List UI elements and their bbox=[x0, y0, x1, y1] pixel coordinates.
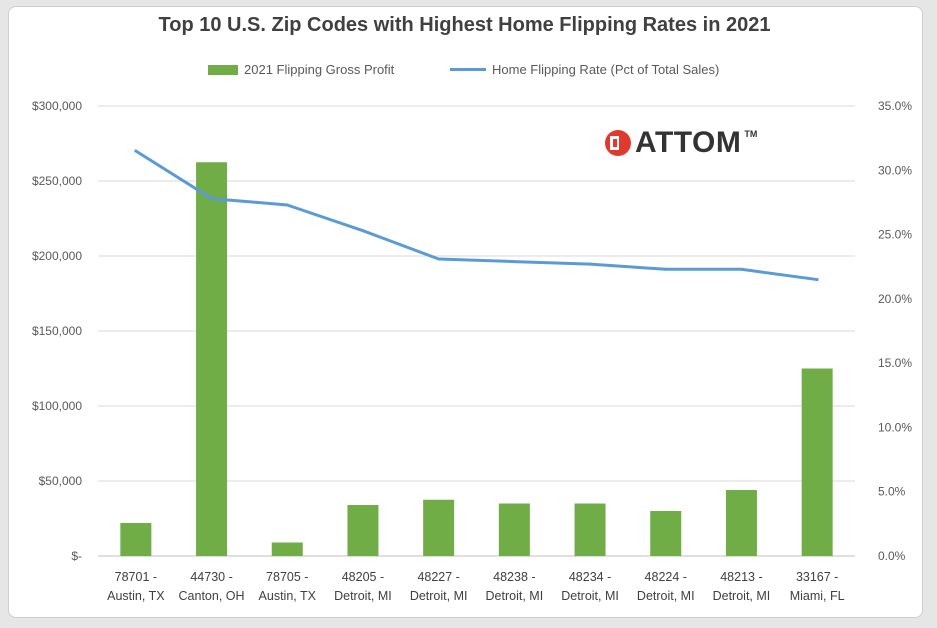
attom-logo-text: ATTOM bbox=[635, 126, 742, 159]
x-category-label: 33167 - bbox=[796, 570, 838, 584]
line-point bbox=[437, 257, 441, 261]
x-category-label: Detroit, MI bbox=[637, 589, 695, 603]
legend-label-flipping-rate: Home Flipping Rate (Pct of Total Sales) bbox=[492, 62, 720, 77]
x-category-label: Detroit, MI bbox=[561, 589, 619, 603]
y-right-tick-label: 10.0% bbox=[878, 420, 912, 434]
y-right-tick-label: 15.0% bbox=[878, 356, 912, 370]
bar bbox=[347, 505, 379, 556]
flipping-rate-line bbox=[134, 149, 819, 282]
x-category-label: 48224 - bbox=[645, 570, 687, 584]
attom-logo-mark-icon bbox=[605, 130, 631, 156]
y-left-tick-label: $300,000 bbox=[32, 99, 82, 113]
line-point bbox=[512, 260, 516, 264]
attom-logo-trademark: TM bbox=[744, 129, 758, 139]
y-right-tick-label: 5.0% bbox=[878, 485, 906, 499]
y-right-tick-label: 0.0% bbox=[878, 549, 906, 563]
attom-logo: ATTOM TM bbox=[604, 126, 757, 160]
bar bbox=[196, 162, 228, 556]
line-point bbox=[815, 278, 819, 282]
x-category-label: Detroit, MI bbox=[410, 589, 468, 603]
x-category-label: Austin, TX bbox=[107, 589, 165, 603]
x-category-label: 48238 - bbox=[493, 570, 535, 584]
y-left-tick-label: $200,000 bbox=[32, 249, 82, 263]
x-category-label: 48234 - bbox=[569, 570, 611, 584]
y-left-tick-label: $150,000 bbox=[32, 324, 82, 338]
line-point bbox=[664, 267, 668, 271]
y-left-tick-label: $- bbox=[71, 549, 82, 563]
chart-frame bbox=[8, 6, 923, 618]
legend-swatch-line bbox=[450, 68, 486, 71]
x-category-label: 48205 - bbox=[342, 570, 384, 584]
y-left-tick-label: $100,000 bbox=[32, 399, 82, 413]
y-right-tick-label: 30.0% bbox=[878, 163, 912, 177]
x-category-label: 48213 - bbox=[720, 570, 762, 584]
y-right-tick-label: 35.0% bbox=[878, 99, 912, 113]
x-category-label: 48227 - bbox=[417, 570, 459, 584]
x-category-label: Detroit, MI bbox=[486, 589, 544, 603]
bar bbox=[498, 503, 530, 556]
x-category-label: Detroit, MI bbox=[334, 589, 392, 603]
x-category-label: 44730 - bbox=[190, 570, 232, 584]
line-point bbox=[588, 262, 592, 266]
y-left-tick-label: $250,000 bbox=[32, 174, 82, 188]
bar bbox=[271, 542, 303, 556]
bar bbox=[423, 499, 455, 556]
chart-title: Top 10 U.S. Zip Codes with Highest Home … bbox=[158, 14, 771, 36]
x-category-label: Detroit, MI bbox=[713, 589, 771, 603]
line-point bbox=[134, 149, 138, 153]
bar bbox=[574, 503, 606, 556]
legend-label-gross-profit: 2021 Flipping Gross Profit bbox=[244, 62, 395, 77]
bar bbox=[801, 368, 833, 556]
y-left-tick-label: $50,000 bbox=[39, 474, 83, 488]
x-category-label: 78705 - bbox=[266, 570, 308, 584]
x-category-label: 78701 - bbox=[115, 570, 157, 584]
legend: 2021 Flipping Gross Profit Home Flipping… bbox=[0, 62, 929, 82]
x-category-label: Austin, TX bbox=[259, 589, 317, 603]
legend-swatch-bar bbox=[208, 64, 238, 75]
line-point bbox=[361, 229, 365, 233]
y-right-tick-label: 20.0% bbox=[878, 292, 912, 306]
bar bbox=[120, 523, 152, 556]
legend-item-gross-profit: 2021 Flipping Gross Profit bbox=[208, 62, 394, 77]
bar bbox=[725, 490, 757, 556]
line-point bbox=[285, 203, 289, 207]
bar bbox=[650, 511, 682, 556]
x-category-label: Miami, FL bbox=[790, 589, 845, 603]
line-point bbox=[739, 267, 743, 271]
line-point bbox=[210, 197, 214, 201]
x-category-label: Canton, OH bbox=[179, 589, 245, 603]
y-right-tick-label: 25.0% bbox=[878, 228, 912, 242]
legend-item-flipping-rate: Home Flipping Rate (Pct of Total Sales) bbox=[450, 62, 719, 77]
